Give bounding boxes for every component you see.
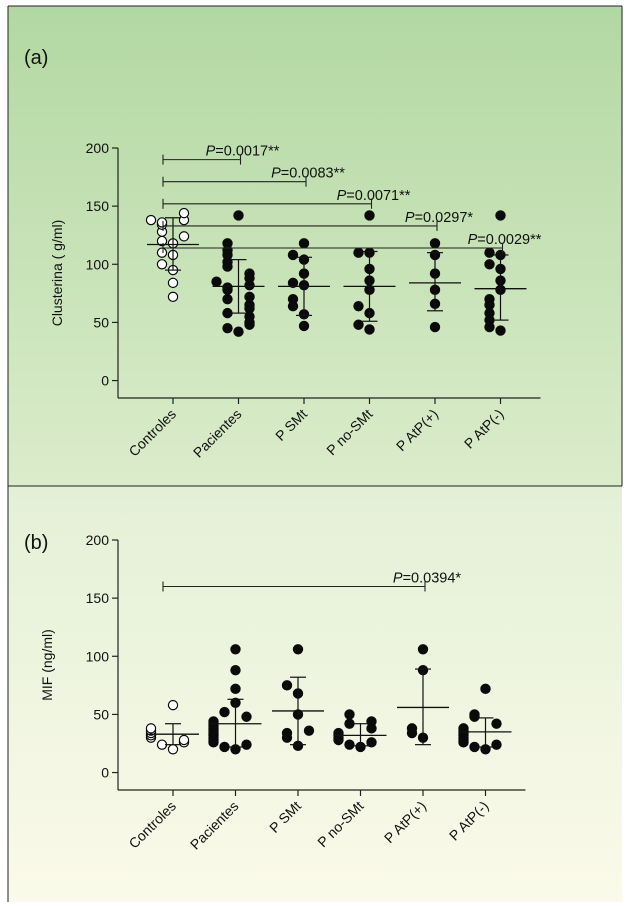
data-point bbox=[167, 699, 179, 711]
p-symbol: P bbox=[206, 144, 216, 160]
data-point bbox=[244, 268, 255, 279]
data-point bbox=[484, 259, 495, 270]
data-point bbox=[287, 249, 299, 261]
data-point bbox=[219, 706, 230, 718]
p-symbol: P bbox=[405, 210, 415, 226]
p-value: =0.0017** bbox=[215, 144, 279, 160]
data-point bbox=[458, 723, 469, 734]
data-point bbox=[222, 238, 233, 249]
comparison-label: P=0.0394* bbox=[393, 571, 461, 587]
data-point bbox=[222, 323, 233, 334]
y-tick-label: 150 bbox=[86, 198, 110, 214]
data-point bbox=[333, 727, 344, 739]
panel-label: (a) bbox=[24, 47, 48, 69]
comparison-label: P=0.0297* bbox=[405, 210, 473, 226]
data-point bbox=[145, 723, 157, 734]
data-point bbox=[230, 683, 241, 695]
comparison-label: P=0.0071** bbox=[337, 188, 411, 204]
comparison-label: P=0.0017** bbox=[206, 144, 280, 160]
p-value: =0.0083** bbox=[281, 166, 345, 182]
data-point bbox=[491, 718, 502, 729]
data-point bbox=[156, 259, 168, 270]
data-point bbox=[495, 325, 506, 336]
data-point bbox=[495, 210, 506, 221]
data-point bbox=[491, 739, 502, 750]
data-point bbox=[364, 210, 375, 221]
data-point bbox=[233, 210, 244, 221]
p-symbol: P bbox=[393, 571, 403, 587]
panel-b-background bbox=[8, 486, 622, 902]
comparison-label: P=0.0029** bbox=[468, 232, 542, 248]
y-tick-label: 100 bbox=[86, 648, 110, 664]
data-point bbox=[303, 725, 315, 736]
comparison-label: P=0.0083** bbox=[271, 166, 345, 182]
p-symbol: P bbox=[337, 188, 347, 204]
p-value: =0.0297* bbox=[415, 210, 474, 226]
data-point bbox=[211, 276, 222, 287]
data-point bbox=[287, 293, 299, 305]
data-point bbox=[145, 214, 157, 226]
y-tick-label: 0 bbox=[101, 765, 109, 781]
data-point bbox=[292, 644, 304, 655]
data-point bbox=[469, 709, 480, 720]
data-point bbox=[167, 277, 179, 289]
y-tick-label: 200 bbox=[86, 532, 110, 548]
data-point bbox=[366, 716, 377, 727]
data-point bbox=[353, 319, 364, 330]
y-axis-label: Clusterina ( g/ml) bbox=[49, 220, 65, 327]
data-point bbox=[344, 739, 355, 750]
panel-label: (b) bbox=[24, 532, 48, 554]
y-tick-label: 0 bbox=[101, 373, 109, 389]
data-point bbox=[178, 231, 190, 242]
data-point bbox=[208, 716, 219, 727]
data-point bbox=[417, 644, 429, 655]
data-point bbox=[353, 247, 364, 258]
data-point bbox=[484, 293, 495, 305]
p-value: =0.0394* bbox=[403, 571, 462, 587]
y-tick-label: 200 bbox=[86, 140, 110, 156]
data-point bbox=[298, 320, 310, 332]
data-point bbox=[241, 739, 252, 750]
data-point bbox=[230, 665, 241, 676]
data-point bbox=[167, 744, 179, 755]
p-symbol: P bbox=[271, 166, 281, 182]
data-point bbox=[298, 238, 310, 249]
data-point bbox=[353, 300, 364, 312]
y-axis-label: MIF (ng/ml) bbox=[39, 629, 55, 701]
data-point bbox=[230, 644, 241, 655]
data-point bbox=[178, 207, 190, 219]
data-point bbox=[156, 217, 168, 228]
data-point bbox=[156, 247, 168, 258]
data-point bbox=[344, 709, 355, 720]
data-point bbox=[244, 291, 255, 303]
p-value: =0.0029** bbox=[477, 232, 541, 248]
data-point bbox=[406, 723, 418, 734]
data-point bbox=[281, 680, 293, 691]
y-tick-label: 150 bbox=[86, 590, 110, 606]
data-point bbox=[366, 737, 377, 748]
data-point bbox=[484, 247, 495, 258]
panel-a-background bbox=[8, 6, 622, 486]
data-point bbox=[222, 282, 233, 293]
data-point bbox=[429, 238, 441, 249]
data-point bbox=[233, 326, 244, 337]
data-point bbox=[178, 734, 190, 746]
data-point bbox=[222, 293, 233, 305]
y-tick-label: 50 bbox=[93, 314, 109, 330]
data-point bbox=[429, 321, 441, 333]
data-point bbox=[480, 683, 491, 695]
data-point bbox=[364, 324, 375, 335]
p-value: =0.0071** bbox=[346, 188, 410, 204]
y-tick-label: 100 bbox=[86, 256, 110, 272]
data-point bbox=[287, 277, 299, 289]
data-point bbox=[167, 291, 179, 303]
p-symbol: P bbox=[468, 232, 478, 248]
data-point bbox=[281, 727, 293, 739]
data-point bbox=[241, 711, 252, 722]
y-tick-label: 50 bbox=[93, 706, 109, 722]
